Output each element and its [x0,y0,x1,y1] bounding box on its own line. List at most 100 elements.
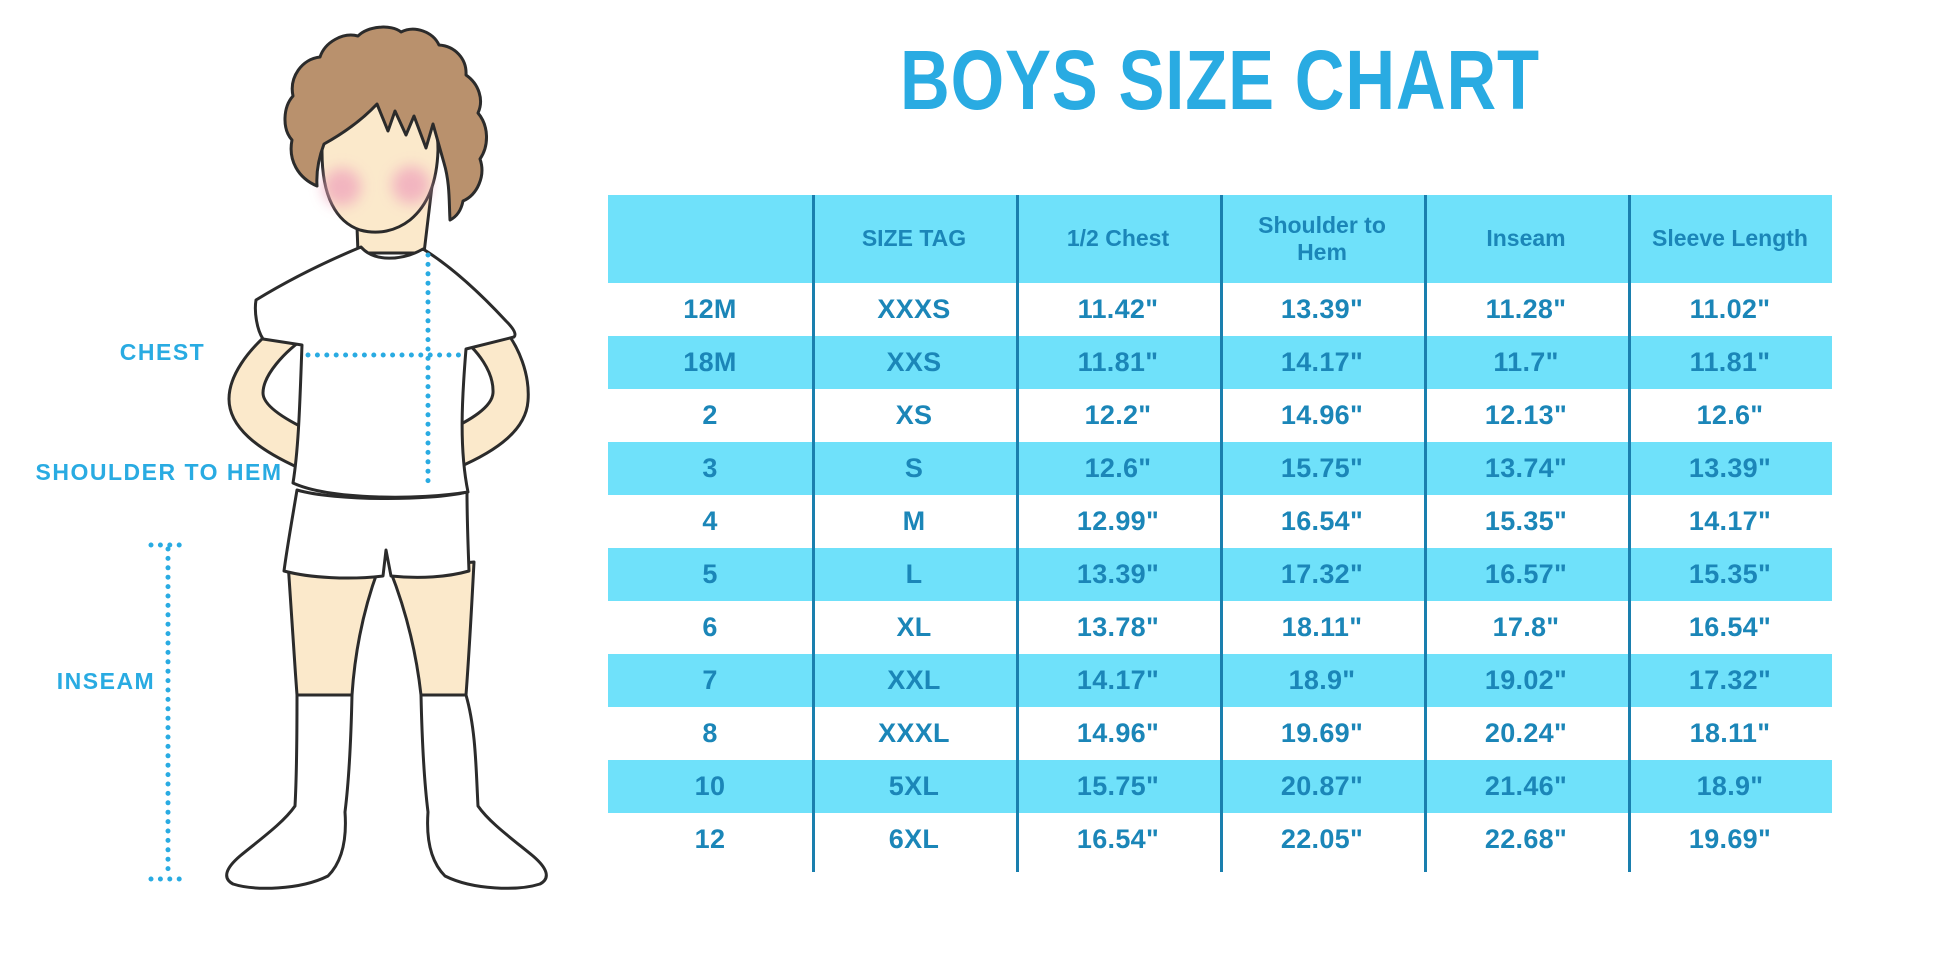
value-cell: 22.68" [1484,824,1568,854]
value-cell: 15.75" [1076,771,1160,801]
value-cell: 13.39" [1688,453,1772,483]
shoulder-to-hem-label: SHOULDER TO HEM [35,459,283,485]
value-cell: 18.11" [1281,612,1363,642]
value-cell: 15.35" [1688,559,1772,589]
value-cell: 22.05" [1280,824,1364,854]
value-cell: 19.69" [1688,824,1772,854]
column-header-sleeve-length: Sleeve Length [1652,225,1808,252]
size-table: SIZE TAG 1/2 Chest Shoulder to Hem Inseam Sl… [608,195,1832,872]
value-cell: 11.28" [1485,294,1567,324]
size-cell: 8 [702,718,718,748]
column-header-shoulder-to-hem: Shoulder to Hem [1258,211,1386,265]
right-cheek [392,166,430,204]
table-row-10: 10 5XL 15.75" 20.87" 21.46" 18.9" [608,760,1832,813]
left-leg-shape [286,560,380,697]
shorts-shape [282,488,471,580]
value-cell: 16.54" [1688,612,1772,642]
table-row-7: 7 XXL 14.17" 18.9" 19.02" 17.32" [608,654,1832,707]
left-sock-shape [225,693,354,890]
table-row-18m: 18M XXS 11.81" 14.17" 11.7" 11.81" [608,336,1832,389]
right-sock-shape [419,693,548,890]
value-cell: 13.39" [1280,294,1364,324]
inseam-label: INSEAM [56,668,156,694]
size-cell: 7 [702,665,718,695]
size-cell: 10 [694,771,726,801]
value-cell: 11.81" [1077,347,1159,377]
value-cell: 14.17" [1280,347,1364,377]
value-cell: 12.13" [1484,400,1568,430]
value-cell: 18.11" [1689,718,1771,748]
size-table-header: SIZE TAG 1/2 Chest Shoulder to Hem Inseam Sl… [608,195,1832,283]
size-cell: 5 [702,559,718,589]
chest-label: CHEST [119,339,206,365]
table-row-2: 2 XS 12.2" 14.96" 12.13" 12.6" [608,389,1832,442]
value-cell: 16.54" [1076,824,1160,854]
table-row-3: 3 S 12.6" 15.75" 13.74" 13.39" [608,442,1832,495]
table-row-4: 4 M 12.99" 16.54" 15.35" 14.17" [608,495,1832,548]
size-table-body: 12M XXXS 11.42" 13.39" 11.28" 11.02" 18M XXS 11.… [608,283,1832,866]
value-cell: XXL [887,665,941,695]
boy-figure-illustration [148,25,548,890]
value-cell: 19.69" [1280,718,1364,748]
tshirt-shape [253,245,517,499]
boy-figure [225,25,548,890]
size-cell: 12M [683,294,737,324]
value-cell: 12.6" [1084,453,1152,483]
value-cell: 18.9" [1696,771,1764,801]
size-cell: 2 [702,400,718,430]
size-cell: 18M [683,347,737,377]
column-header-size-tag: SIZE TAG [861,225,967,252]
value-cell: 17.8" [1492,612,1560,642]
value-cell: XXXS [877,294,951,324]
value-cell: 11.81" [1689,347,1771,377]
left-cheek [323,168,361,206]
size-cell: 4 [702,506,718,536]
value-cell: 11.7" [1493,347,1559,377]
size-cell: 6 [702,612,718,642]
value-cell: 17.32" [1280,559,1364,589]
value-cell: 12.2" [1084,400,1152,430]
hair-shape [283,25,488,222]
table-row-8: 8 XXXL 14.96" 19.69" 20.24" 18.11" [608,707,1832,760]
table-row-12: 12 6XL 16.54" 22.05" 22.68" 19.69" [608,813,1832,866]
table-row-12m: 12M XXXS 11.42" 13.39" 11.28" 11.02" [608,283,1832,336]
size-cell: 12 [694,824,726,854]
value-cell: 17.32" [1688,665,1772,695]
page-title: BOYS SIZE CHART [900,33,1540,127]
value-cell: 15.35" [1484,506,1568,536]
value-cell: 15.75" [1280,453,1364,483]
size-cell: 3 [702,453,718,483]
value-cell: 14.96" [1280,400,1364,430]
value-cell: M [902,506,926,536]
value-cell: 6XL [888,824,940,854]
column-header-inseam: Inseam [1486,225,1566,252]
value-cell: 16.54" [1280,506,1364,536]
value-cell: XL [896,612,932,642]
value-cell: 20.87" [1280,771,1364,801]
value-cell: 12.99" [1076,506,1160,536]
value-cell: 13.39" [1076,559,1160,589]
value-cell: XXS [886,347,942,377]
value-cell: 11.42" [1077,294,1159,324]
value-cell: 5XL [888,771,940,801]
value-cell: S [904,453,924,483]
value-cell: 20.24" [1484,718,1568,748]
value-cell: 14.17" [1688,506,1772,536]
value-cell: 13.74" [1484,453,1568,483]
value-cell: 14.96" [1076,718,1160,748]
table-row-6: 6 XL 13.78" 18.11" 17.8" 16.54" [608,601,1832,654]
value-cell: 16.57" [1484,559,1568,589]
value-cell: 12.6" [1696,400,1764,430]
value-cell: L [905,559,923,589]
value-cell: 14.17" [1076,665,1160,695]
value-cell: 19.02" [1484,665,1568,695]
table-row-5: 5 L 13.39" 17.32" 16.57" 15.35" [608,548,1832,601]
value-cell: XXXL [878,718,950,748]
value-cell: 21.46" [1484,771,1568,801]
measurement-dotted-lines [148,252,465,882]
right-leg-shape [388,560,476,697]
value-cell: 18.9" [1288,665,1356,695]
column-header-blank [608,195,812,283]
value-cell: 11.02" [1689,294,1771,324]
